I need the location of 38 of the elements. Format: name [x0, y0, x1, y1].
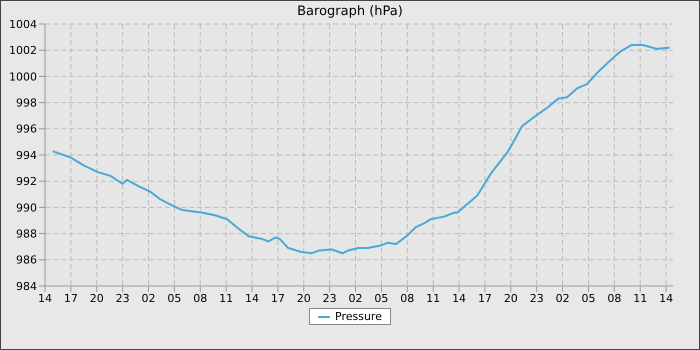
x-tick-label: 11: [633, 292, 648, 305]
y-tick-label: 992: [16, 175, 37, 188]
y-tick-label: 986: [16, 254, 37, 267]
x-tick-label: 02: [142, 292, 156, 305]
y-tick-label: 994: [16, 148, 37, 162]
x-tick-label: 23: [530, 292, 544, 305]
x-tick-label: 14: [38, 292, 52, 305]
x-tick-label: 20: [504, 292, 518, 305]
x-tick-label: 05: [167, 292, 182, 305]
x-tick-label: 20: [296, 292, 311, 305]
x-tick-label: 05: [374, 292, 388, 305]
x-tick-label: 02: [348, 292, 363, 305]
y-tick-label: 988: [16, 228, 37, 241]
chart-title: Barograph (hPa): [297, 4, 403, 19]
y-tick-label: 998: [16, 96, 37, 110]
x-tick-label: 20: [90, 292, 104, 305]
x-tick-label: 08: [607, 292, 622, 305]
x-tick-label: 14: [245, 292, 260, 305]
x-tick-label: 23: [116, 292, 130, 305]
y-tick-label: 1004: [9, 18, 37, 31]
x-tick-label: 08: [193, 292, 208, 305]
y-tick-label: 984: [16, 280, 37, 293]
y-tick-label: 1000: [9, 70, 37, 84]
y-tick-label: 996: [16, 122, 37, 136]
x-tick-label: 02: [556, 292, 570, 305]
x-tick-label: 11: [219, 292, 234, 305]
x-tick-label: 14: [659, 292, 674, 305]
x-tick-label: 17: [478, 292, 492, 305]
x-tick-label: 08: [400, 292, 414, 305]
x-tick-label: 17: [64, 292, 78, 305]
x-tick-label: 17: [270, 292, 285, 305]
legend-label: Pressure: [335, 310, 382, 323]
y-tick-label: 990: [16, 201, 37, 214]
x-tick-label: 14: [452, 292, 466, 305]
x-tick-label: 05: [581, 292, 596, 305]
y-tick-label: 1002: [9, 44, 37, 58]
x-tick-label: 11: [426, 292, 440, 305]
x-tick-label: 23: [322, 292, 337, 305]
